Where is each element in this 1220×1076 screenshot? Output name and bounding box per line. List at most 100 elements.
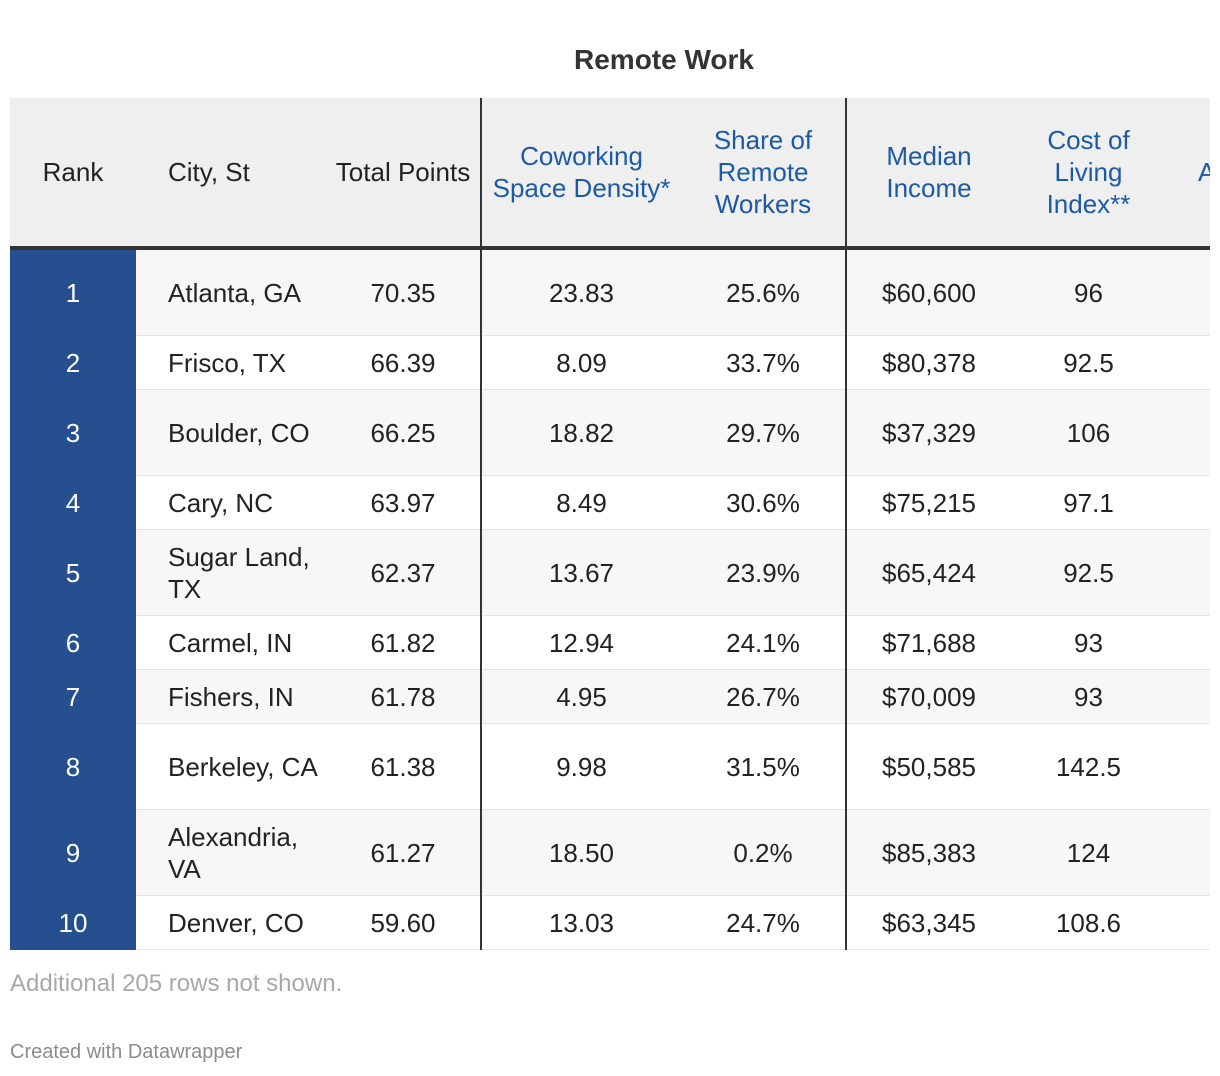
city-cell: Fishers, IN [136,669,326,724]
table-row: 4 Cary, NC 63.97 8.49 30.6% $75,215 97.1 [10,475,1210,530]
share-remote-cell: 31.5% [681,723,846,810]
table-row: 6 Carmel, IN 61.82 12.94 24.1% $71,688 93 [10,615,1210,670]
column-header-city[interactable]: City, St [136,98,326,250]
rank-cell: 9 [10,809,136,896]
column-header-total-points[interactable]: Total Points [326,98,481,250]
column-header-share-remote[interactable]: Share of Remote Workers [681,98,846,250]
datawrapper-credit[interactable]: Created with Datawrapper [10,1041,243,1063]
cost-of-living-cell: 142.5 [1011,723,1166,810]
table-row: 1 Atlanta, GA 70.35 23.83 25.6% $60,600 96 [10,248,1210,336]
group-title: Remote Work [574,44,754,75]
rows-not-shown-note: Additional 205 rows not shown. [10,970,343,997]
total-points-cell: 66.25 [326,389,481,476]
coworking-density-cell: 4.95 [480,669,681,724]
coworking-density-cell: 13.67 [480,529,681,616]
median-income-cell: $80,378 [845,335,1011,390]
cost-of-living-cell: 108.6 [1011,895,1166,950]
cost-of-living-cell: 96 [1011,248,1166,336]
city-cell: Denver, CO [136,895,326,950]
cost-of-living-cell: 93 [1011,615,1166,670]
total-points-cell: 63.97 [326,475,481,530]
total-points-cell: 62.37 [326,529,481,616]
table-row: 8 Berkeley, CA 61.38 9.98 31.5% $50,585 142.5 [10,723,1210,810]
cost-of-living-cell: 93 [1011,669,1166,724]
coworking-density-cell: 8.49 [480,475,681,530]
total-points-cell: 61.27 [326,809,481,896]
total-points-cell: 70.35 [326,248,481,336]
share-remote-cell: 30.6% [681,475,846,530]
median-income-cell: $50,585 [845,723,1011,810]
table-row: 3 Boulder, CO 66.25 18.82 29.7% $37,329 106 [10,389,1210,476]
share-remote-cell: 24.7% [681,895,846,950]
median-income-cell: $65,424 [845,529,1011,616]
column-header-rank[interactable]: Rank [10,98,136,250]
cost-of-living-cell: 124 [1011,809,1166,896]
city-cell: Carmel, IN [136,615,326,670]
median-income-cell: $71,688 [845,615,1011,670]
share-remote-cell: 33.7% [681,335,846,390]
extra-cell [1166,669,1210,724]
rank-cell: 2 [10,335,136,390]
coworking-density-cell: 13.03 [480,895,681,950]
column-header-cost-of-living[interactable]: Cost of Living Index** [1011,98,1166,250]
total-points-cell: 59.60 [326,895,481,950]
rank-cell: 10 [10,895,136,950]
median-income-cell: $85,383 [845,809,1011,896]
city-cell: Atlanta, GA [136,248,326,336]
city-cell: Berkeley, CA [136,723,326,810]
extra-cell [1166,248,1210,336]
extra-cell [1166,615,1210,670]
extra-cell [1166,389,1210,476]
table-body: 1 Atlanta, GA 70.35 23.83 25.6% $60,600 96 2 Fri… [10,248,1210,950]
city-cell: Sugar Land, TX [136,529,326,616]
median-income-cell: $75,215 [845,475,1011,530]
share-remote-cell: 29.7% [681,389,846,476]
median-income-cell: $63,345 [845,895,1011,950]
share-remote-cell: 23.9% [681,529,846,616]
rank-cell: 3 [10,389,136,476]
coworking-density-cell: 12.94 [480,615,681,670]
extra-cell [1166,723,1210,810]
extra-cell [1166,529,1210,616]
total-points-cell: 61.82 [326,615,481,670]
cost-of-living-cell: 92.5 [1011,529,1166,616]
table-row: 5 Sugar Land, TX 62.37 13.67 23.9% $65,424 92.… [10,529,1210,616]
ranking-table-container: Rank City, St Total Points Coworking Spa… [10,98,1210,950]
extra-cell [1166,335,1210,390]
coworking-density-cell: 18.50 [480,809,681,896]
coworking-density-cell: 18.82 [480,389,681,476]
median-income-cell: $60,600 [845,248,1011,336]
rank-cell: 1 [10,248,136,336]
rank-cell: 7 [10,669,136,724]
rank-cell: 6 [10,615,136,670]
rank-cell: 5 [10,529,136,616]
column-header-median-income[interactable]: Median Income [845,98,1011,250]
share-remote-cell: 24.1% [681,615,846,670]
rank-cell: 4 [10,475,136,530]
city-cell: Cary, NC [136,475,326,530]
coworking-density-cell: 8.09 [480,335,681,390]
coworking-density-cell: 9.98 [480,723,681,810]
table-row: 9 Alexandria, VA 61.27 18.50 0.2% $85,383 124 [10,809,1210,896]
rank-cell: 8 [10,723,136,810]
total-points-cell: 61.78 [326,669,481,724]
ranking-table: Rank City, St Total Points Coworking Spa… [10,98,1210,950]
share-remote-cell: 26.7% [681,669,846,724]
extra-cell [1166,895,1210,950]
total-points-cell: 61.38 [326,723,481,810]
median-income-cell: $37,329 [845,389,1011,476]
city-cell: Frisco, TX [136,335,326,390]
total-points-cell: 66.39 [326,335,481,390]
extra-cell [1166,475,1210,530]
header-row: Rank City, St Total Points Coworking Spa… [10,98,1210,250]
cost-of-living-cell: 106 [1011,389,1166,476]
column-header-coworking-density[interactable]: Coworking Space Density* [480,98,681,250]
cost-of-living-cell: 97.1 [1011,475,1166,530]
share-remote-cell: 0.2% [681,809,846,896]
table-row: 2 Frisco, TX 66.39 8.09 33.7% $80,378 92.5 [10,335,1210,390]
cost-of-living-cell: 92.5 [1011,335,1166,390]
column-header-extra[interactable]: A [1166,98,1210,250]
coworking-density-cell: 23.83 [480,248,681,336]
table-row: 7 Fishers, IN 61.78 4.95 26.7% $70,009 93 [10,669,1210,724]
table-row: 10 Denver, CO 59.60 13.03 24.7% $63,345 108.6 [10,895,1210,950]
